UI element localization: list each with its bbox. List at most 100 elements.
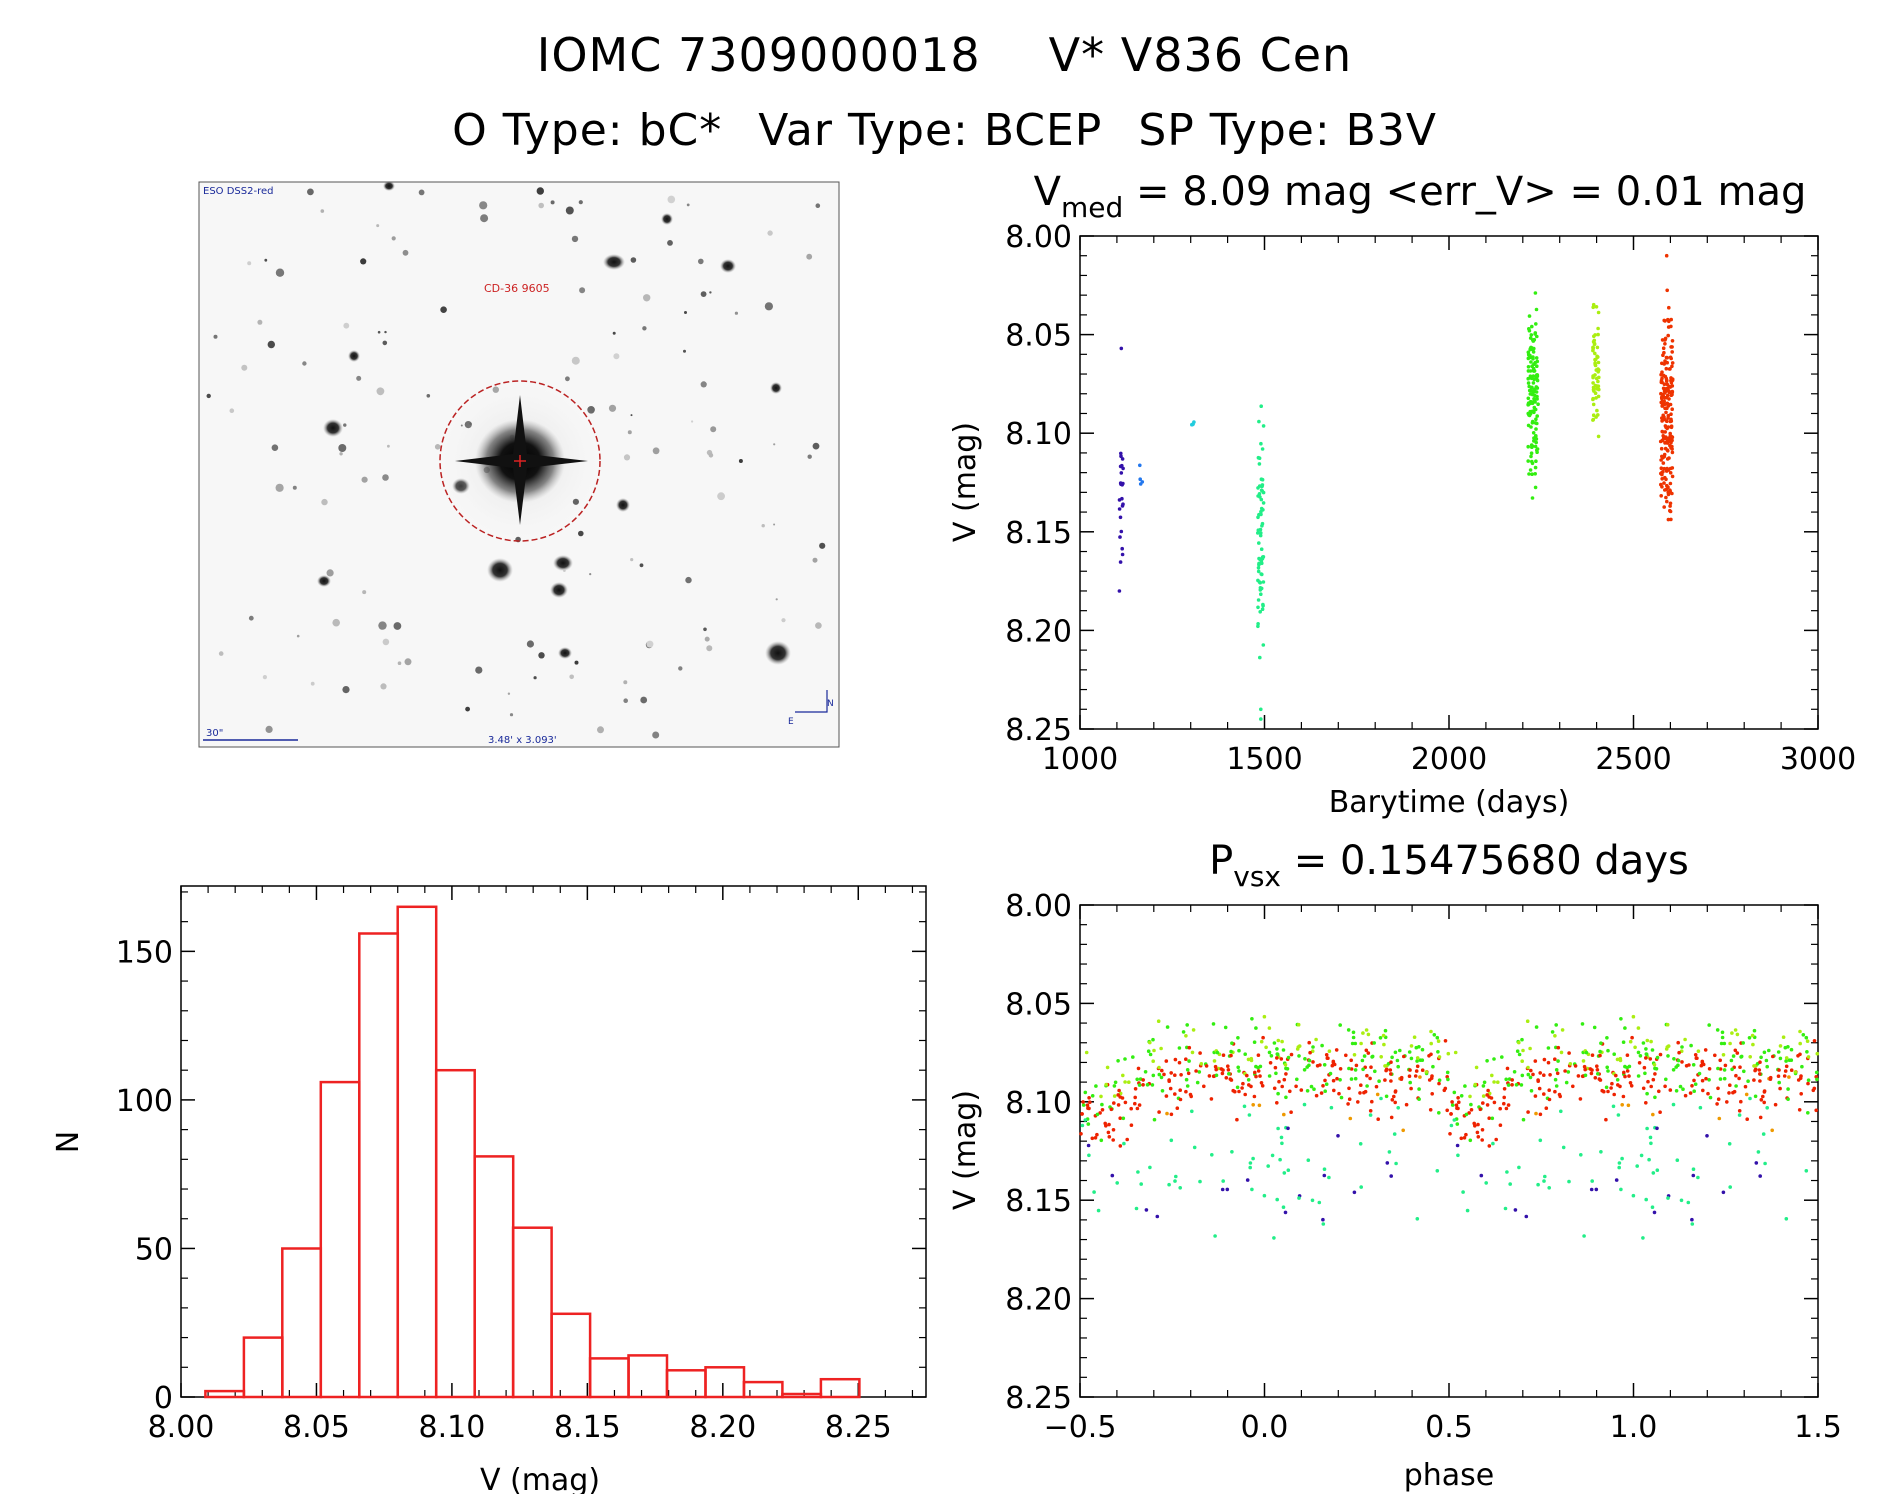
phased-point	[1111, 1128, 1116, 1132]
phased-point	[1223, 1025, 1228, 1030]
phased-point	[1636, 1050, 1641, 1055]
finder-star	[538, 652, 545, 659]
phased-point	[1644, 1052, 1649, 1057]
phased-point	[1404, 1102, 1409, 1107]
phased-point	[1694, 1056, 1699, 1060]
phased-point	[1445, 1070, 1450, 1075]
phased-point	[1506, 1103, 1511, 1107]
phased-point	[1174, 1174, 1178, 1179]
phased-point	[1249, 1058, 1254, 1063]
phased-point	[1747, 1036, 1752, 1040]
phased-point	[1274, 1071, 1278, 1076]
phased-point	[1743, 1084, 1748, 1089]
phased-point	[1230, 1041, 1234, 1045]
lightcurve-point	[1670, 466, 1675, 470]
phased-point	[1129, 1123, 1134, 1127]
phased-point	[1519, 1083, 1524, 1087]
phased-point	[1636, 1026, 1641, 1030]
phased-point	[1583, 1067, 1587, 1072]
lightcurve-point	[1261, 490, 1266, 495]
phased-point	[1718, 1058, 1722, 1063]
phased-point	[1715, 1028, 1720, 1032]
phased-point	[1653, 1072, 1657, 1076]
phased-point	[1455, 1143, 1460, 1148]
finder-star	[686, 203, 690, 207]
phased-point	[1408, 1080, 1412, 1085]
histogram-bar	[781, 1392, 823, 1399]
lightcurve-point	[1591, 345, 1595, 350]
phased-point	[1267, 1050, 1272, 1055]
finder-star	[646, 640, 654, 648]
phased-point	[1359, 1041, 1363, 1046]
phased-point	[1738, 1065, 1742, 1069]
phased-point	[1529, 1089, 1534, 1093]
phased-point	[1366, 1032, 1371, 1037]
phased-point	[1262, 1193, 1267, 1198]
phased-point	[1728, 1185, 1732, 1189]
phased-point	[1789, 1068, 1794, 1072]
phased-point	[1636, 1074, 1641, 1078]
phased-point	[1358, 1142, 1363, 1146]
phased-point	[1243, 1052, 1247, 1056]
lightcurve-point	[1670, 390, 1675, 395]
phased-point	[1409, 1056, 1414, 1061]
compass-east-label: E	[788, 717, 794, 727]
phased-point	[1086, 1122, 1091, 1126]
phased-point	[1472, 1121, 1476, 1126]
phased-point	[1733, 1048, 1738, 1053]
lightcurve-point	[1533, 485, 1538, 490]
finder-star	[734, 311, 739, 315]
lightcurve-point	[1138, 482, 1143, 486]
phased-title: Pvsx = 0.15475680 days	[1209, 838, 1689, 893]
phased-point	[1588, 1067, 1593, 1071]
phased-point	[1381, 1033, 1386, 1038]
phased-point	[1297, 1044, 1302, 1048]
target-circle-marker	[439, 380, 601, 542]
lightcurve-point	[1529, 385, 1534, 390]
phased-point	[1151, 1037, 1155, 1042]
phased-point	[1296, 1022, 1301, 1027]
lightcurve-x-tick-label: 2000	[1411, 742, 1487, 777]
finder-star	[538, 202, 544, 209]
finder-star	[229, 408, 235, 414]
phased-point	[1644, 1101, 1648, 1105]
phased-point	[1734, 1084, 1738, 1088]
lightcurve-point	[1533, 472, 1537, 476]
phased-point	[1257, 1103, 1262, 1108]
finder-star	[480, 214, 489, 223]
phased-point	[1136, 1066, 1141, 1071]
histogram-bar	[358, 932, 400, 1399]
phased-point	[1112, 1084, 1117, 1088]
phased-point	[1311, 1045, 1315, 1049]
phased-point	[1275, 1052, 1280, 1057]
phased-point	[1674, 1089, 1679, 1093]
finder-star	[623, 680, 628, 685]
finder-star	[343, 423, 347, 427]
lightcurve-plot: 1000 1500 2000 2500 3000 8.00 8.05 8.10 8.15 8.20…	[948, 169, 1856, 820]
phased-point	[1452, 1090, 1457, 1095]
phased-point	[1443, 1039, 1448, 1043]
phased-point	[1366, 1051, 1371, 1055]
lightcurve-point	[1667, 384, 1671, 389]
phased-point	[1652, 1063, 1657, 1067]
phased-point	[1190, 1109, 1194, 1114]
phased-point	[1236, 1036, 1240, 1040]
phased-point	[1133, 1087, 1138, 1091]
phased-point	[1107, 1135, 1112, 1139]
lightcurve-x-tick-label: 3000	[1780, 742, 1856, 777]
phased-point	[1538, 1071, 1542, 1075]
phased-point	[1100, 1102, 1104, 1107]
phased-point	[1090, 1094, 1095, 1098]
phased-point	[1185, 1084, 1190, 1088]
finder-star	[720, 259, 736, 273]
phased-point	[1758, 1115, 1763, 1120]
phased-point	[1589, 1071, 1594, 1076]
histogram-bar	[511, 1226, 553, 1399]
lightcurve-point	[1529, 400, 1534, 404]
finder-star	[206, 393, 211, 399]
phased-point	[1556, 1059, 1560, 1063]
phased-point	[1767, 1048, 1771, 1053]
phased-point	[1553, 1077, 1558, 1082]
finder-star	[509, 713, 514, 717]
phased-point	[1468, 1138, 1473, 1143]
